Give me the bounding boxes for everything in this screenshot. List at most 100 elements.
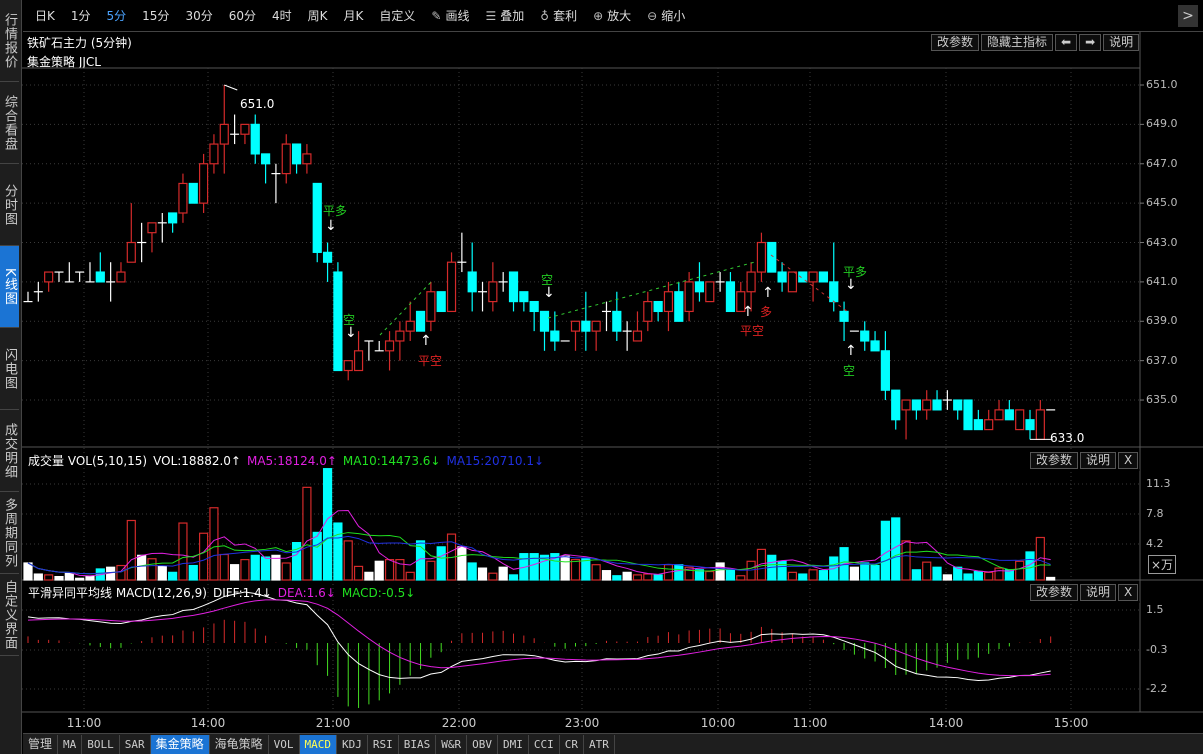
indicator-tab-2[interactable]: BOLL	[82, 734, 120, 754]
candle-body	[333, 271, 343, 372]
pencil-button[interactable]: ✎ 画线	[431, 7, 469, 24]
candle	[787, 271, 798, 293]
volume-bar	[384, 558, 395, 581]
price-tick-label: 641.0	[1146, 274, 1178, 288]
volume-bar	[147, 558, 157, 581]
zoom-in-button[interactable]: ⊕ 放大	[593, 7, 631, 24]
indicator-tab-13[interactable]: DMI	[498, 734, 529, 754]
candle	[736, 281, 746, 313]
candle	[219, 85, 229, 174]
indicator-tab-12[interactable]: OBV	[467, 734, 499, 754]
main-button-3[interactable]: ➡	[1079, 34, 1102, 51]
candle-body	[426, 291, 436, 322]
volume-bar	[849, 566, 860, 581]
period-tab-7[interactable]: 周K	[307, 9, 328, 23]
candle-body	[44, 271, 54, 283]
period-tab-5[interactable]: 60分	[228, 9, 256, 23]
sidebar-item-3[interactable]: K线图	[0, 246, 19, 328]
volume-bar	[674, 564, 684, 581]
zoom-out-button[interactable]: ⊖ 缩小	[647, 7, 685, 24]
indicator-tab-5[interactable]: 海龟策略	[210, 734, 269, 754]
candle	[457, 232, 467, 273]
volume-ma5: MA5:18124.0↑	[246, 454, 337, 468]
sidebar-item-0[interactable]: 行情报价	[0, 0, 19, 82]
next-button[interactable]: >	[1178, 5, 1198, 27]
volume-bar	[250, 554, 260, 581]
price-tick-label: 637.0	[1146, 353, 1178, 367]
period-tab-0[interactable]: 日K	[35, 9, 55, 23]
indicator-tab-14[interactable]: CCI	[529, 734, 560, 754]
sidebar-item-6[interactable]: 多周期同列	[0, 492, 19, 574]
period-tab-8[interactable]: 月K	[343, 9, 364, 23]
indicator-tab-8[interactable]: KDJ	[337, 734, 368, 754]
candle	[653, 300, 663, 322]
candle-body	[467, 271, 477, 293]
volume-bar	[126, 519, 136, 581]
main-button-1[interactable]: 隐藏主指标	[981, 34, 1054, 51]
indicator-tab-11[interactable]: W&R	[436, 734, 468, 754]
main-button-0[interactable]: 改参数	[931, 34, 980, 51]
volume-tick-label: 4.2	[1146, 537, 1164, 550]
indicator-tab-16[interactable]: ATR	[584, 734, 615, 754]
sidebar-item-4[interactable]: 闪电图	[0, 328, 19, 410]
candle	[302, 144, 312, 174]
database-button[interactable]: ☰ 叠加	[485, 7, 524, 24]
macd-button-1[interactable]: 说明	[1080, 584, 1117, 601]
volume-bar	[467, 562, 477, 581]
indicator-tab-0[interactable]: 管理	[23, 734, 59, 754]
candle-body	[674, 291, 684, 322]
tool-label: 缩小	[661, 9, 686, 23]
sidebar-item-7[interactable]: 自定义界面	[0, 574, 19, 656]
candle-body	[725, 281, 736, 313]
macd-button-2[interactable]: X	[1118, 584, 1139, 601]
price-tick-label: 643.0	[1146, 235, 1178, 249]
candle	[415, 310, 426, 332]
indicator-tab-1[interactable]: MA	[58, 734, 83, 754]
candle	[260, 153, 271, 184]
macd-button-0[interactable]: 改参数	[1030, 584, 1079, 601]
volume-bar	[374, 560, 384, 581]
period-tab-4[interactable]: 30分	[185, 9, 213, 23]
main-indicator-buttons: 改参数 隐藏主指标 ⬅ ➡ 说明	[929, 34, 1140, 51]
candle	[994, 400, 1004, 421]
volume-button-0[interactable]: 改参数	[1030, 452, 1079, 469]
volume-ma15: MA15:20710.1↓	[446, 454, 545, 468]
period-tab-6[interactable]: 4时	[272, 9, 292, 23]
candle	[116, 262, 126, 283]
volume-bar	[653, 574, 663, 581]
indicator-tab-6[interactable]: VOL	[269, 734, 300, 754]
sidebar-item-2[interactable]: 分时图	[0, 164, 19, 246]
main-button-4[interactable]: 说明	[1103, 34, 1140, 51]
volume-bar	[984, 571, 994, 581]
money-bag-button[interactable]: ♁ 套利	[540, 7, 577, 24]
volume-bar	[333, 522, 343, 581]
candle	[818, 271, 829, 283]
main-button-2[interactable]: ⬅	[1055, 34, 1078, 51]
indicator-tab-3[interactable]: SAR	[120, 734, 151, 754]
volume-bar	[322, 468, 333, 581]
indicator-tab-7[interactable]: MACD	[299, 734, 338, 754]
candle-body	[653, 300, 663, 313]
sidebar-item-1[interactable]: 综合看盘	[0, 82, 19, 164]
time-tick-label: 10:00	[700, 716, 736, 730]
volume-bar	[570, 558, 581, 581]
volume-bar	[33, 573, 43, 581]
volume-bar	[240, 558, 250, 581]
period-tab-9[interactable]: 自定义	[379, 9, 416, 23]
indicator-tab-9[interactable]: RSI	[368, 734, 399, 754]
volume-button-1[interactable]: 说明	[1080, 452, 1117, 469]
indicator-tab-4[interactable]: 集金策略	[150, 734, 210, 754]
sidebar-item-5[interactable]: 成交明细	[0, 410, 19, 492]
indicator-tab-15[interactable]: CR	[560, 734, 585, 754]
volume-bar	[23, 562, 33, 581]
period-tab-1[interactable]: 1分	[70, 9, 91, 23]
period-tab-2[interactable]: 5分	[106, 9, 127, 23]
indicator-tab-10[interactable]: BIAS	[399, 734, 437, 754]
period-tab-3[interactable]: 15分	[142, 9, 170, 23]
candle-body	[302, 153, 312, 165]
candle	[519, 291, 529, 312]
volume-button-2[interactable]: X	[1118, 452, 1139, 469]
macd-tick-label: -0.3	[1146, 643, 1168, 656]
candle	[591, 320, 601, 351]
